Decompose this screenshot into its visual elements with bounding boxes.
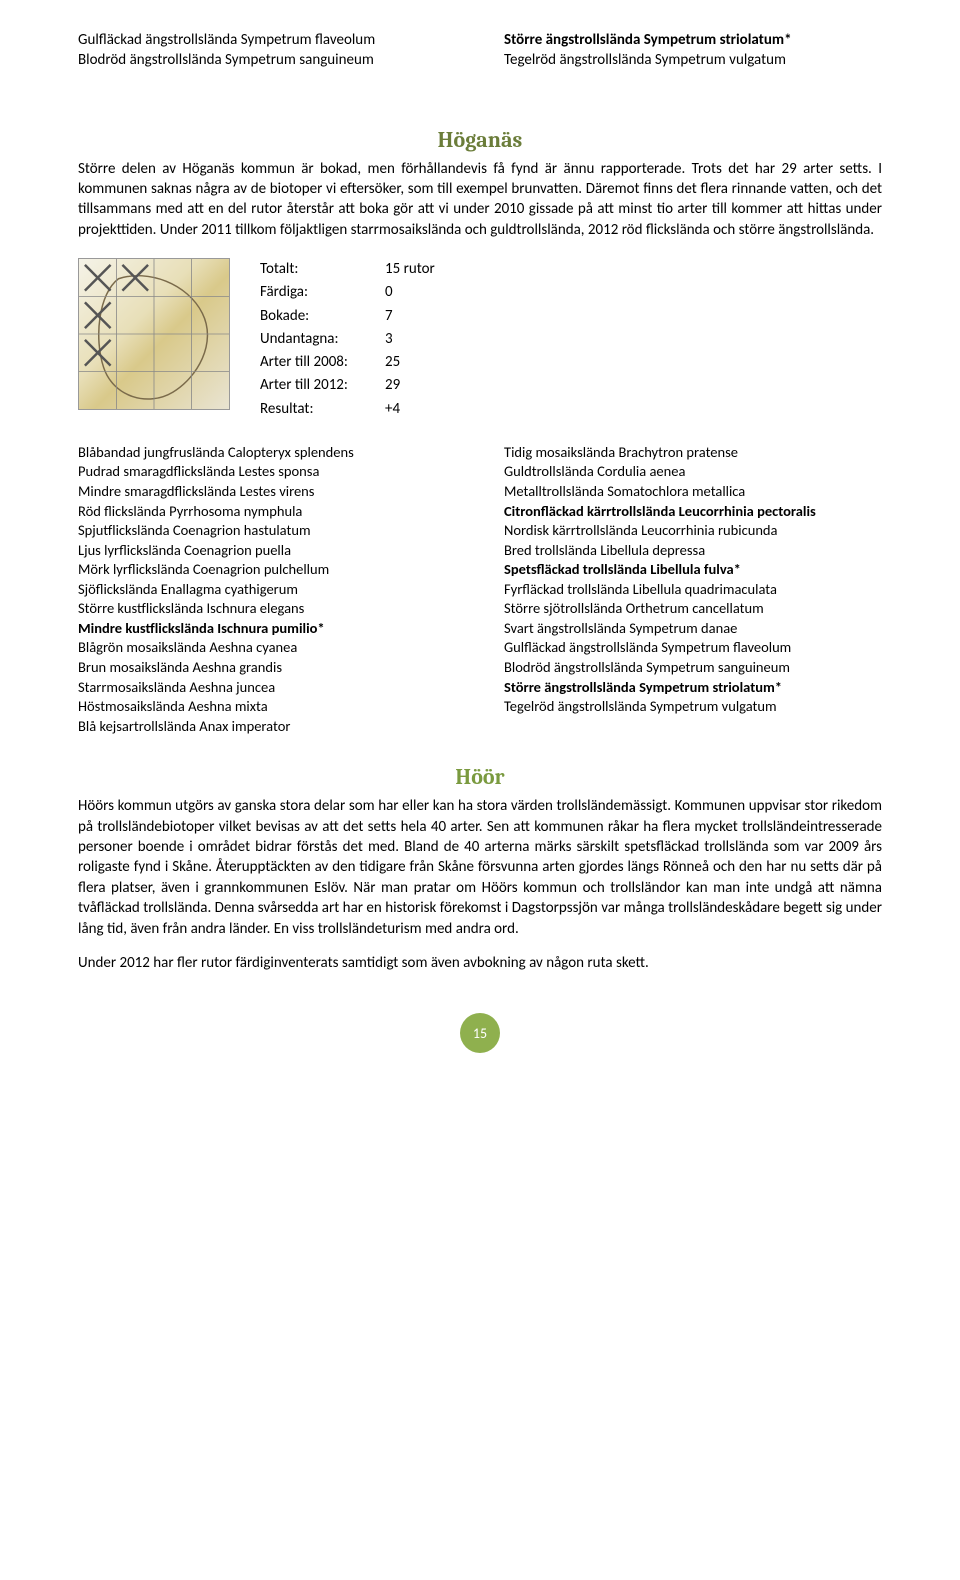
stats-value: 15 rutor — [385, 258, 435, 281]
species-item: Spjutflickslända Coenagrion hastulatum — [78, 521, 456, 541]
species-item: Höstmosaikslända Aeshna mixta — [78, 697, 456, 717]
stats-row-item: Bokade:7 — [260, 305, 435, 328]
species-item: Mindre kustflickslända Ischnura pumilio* — [78, 619, 456, 639]
stats-row-item: Färdiga:0 — [260, 281, 435, 304]
species-item: Blågrön mosaikslända Aeshna cyanea — [78, 638, 456, 658]
stats-value: 25 — [385, 351, 400, 374]
stats-label: Undantagna: — [260, 328, 385, 351]
stats-label: Totalt: — [260, 258, 385, 281]
stats-row-item: Arter till 2008:25 — [260, 351, 435, 374]
species-item: Tegelröd ängstrollslända Sympetrum vulga… — [504, 50, 882, 70]
species-item: Starrmosaikslända Aeshna juncea — [78, 678, 456, 698]
stats-table: Totalt:15 rutorFärdiga:0Bokade:7Undantag… — [260, 258, 435, 421]
species-item: Röd flickslända Pyrrhosoma nymphula — [78, 502, 456, 522]
species-item: Tidig mosaikslända Brachytron pratense — [504, 443, 882, 463]
species-item: Svart ängstrollslända Sympetrum danae — [504, 619, 882, 639]
species-item: Gulfläckad ängstrollslända Sympetrum fla… — [78, 30, 456, 50]
species-left-column: Blåbandad jungfruslända Calopteryx splen… — [78, 443, 456, 736]
page-number-badge: 15 — [460, 1013, 500, 1053]
top-species-lists: Gulfläckad ängstrollslända Sympetrum fla… — [78, 30, 882, 71]
species-item: Spetsfläckad trollslända Libellula fulva… — [504, 560, 882, 580]
top-right-column: Större ängstrollslända Sympetrum striola… — [504, 30, 882, 71]
species-item: Blå kejsartrollslända Anax imperator — [78, 717, 456, 737]
stats-label: Arter till 2008: — [260, 351, 385, 374]
stats-label: Färdiga: — [260, 281, 385, 304]
species-item: Guldtrollslända Cordulia aenea — [504, 462, 882, 482]
stats-row-item: Undantagna:3 — [260, 328, 435, 351]
species-lists: Blåbandad jungfruslända Calopteryx splen… — [78, 443, 882, 736]
stats-value: 7 — [385, 305, 393, 328]
species-item: Mörk lyrflickslända Coenagrion pulchellu… — [78, 560, 456, 580]
hoganas-paragraph: Större delen av Höganäs kommun är bokad,… — [78, 159, 882, 241]
species-item: Blåbandad jungfruslända Calopteryx splen… — [78, 443, 456, 463]
species-item: Pudrad smaragdflickslända Lestes sponsa — [78, 462, 456, 482]
hoor-paragraph-2: Under 2012 har fler rutor färdiginventer… — [78, 953, 882, 973]
stats-value: 0 — [385, 281, 393, 304]
species-item: Gulfläckad ängstrollslända Sympetrum fla… — [504, 638, 882, 658]
stats-label: Bokade: — [260, 305, 385, 328]
stats-value: +4 — [385, 398, 400, 421]
species-item: Större ängstrollslända Sympetrum striola… — [504, 30, 882, 50]
species-item: Större sjötrollslända Orthetrum cancella… — [504, 599, 882, 619]
species-item: Tegelröd ängstrollslända Sympetrum vulga… — [504, 697, 882, 717]
stats-row-item: Resultat:+4 — [260, 398, 435, 421]
species-item: Ljus lyrflickslända Coenagrion puella — [78, 541, 456, 561]
species-item: Metalltrollslända Somatochlora metallica — [504, 482, 882, 502]
species-item: Blodröd ängstrollslända Sympetrum sangui… — [504, 658, 882, 678]
species-item: Citronfläckad kärrtrollslända Leucorrhin… — [504, 502, 882, 522]
species-item: Nordisk kärrtrollslända Leucorrhinia rub… — [504, 521, 882, 541]
stats-value: 29 — [385, 374, 400, 397]
stats-row-item: Totalt:15 rutor — [260, 258, 435, 281]
hoor-heading: Höör — [78, 764, 882, 790]
species-item: Blodröd ängstrollslända Sympetrum sangui… — [78, 50, 456, 70]
stats-row: Totalt:15 rutorFärdiga:0Bokade:7Undantag… — [78, 258, 882, 421]
species-item: Brun mosaikslända Aeshna grandis — [78, 658, 456, 678]
species-item: Sjöflickslända Enallagma cyathigerum — [78, 580, 456, 600]
hoor-paragraph-1: Höörs kommun utgörs av ganska stora dela… — [78, 796, 882, 939]
map-thumbnail — [78, 258, 230, 410]
stats-label: Arter till 2012: — [260, 374, 385, 397]
species-right-column: Tidig mosaikslända Brachytron pratenseGu… — [504, 443, 882, 736]
stats-row-item: Arter till 2012:29 — [260, 374, 435, 397]
species-item: Bred trollslända Libellula depressa — [504, 541, 882, 561]
top-left-column: Gulfläckad ängstrollslända Sympetrum fla… — [78, 30, 456, 71]
stats-label: Resultat: — [260, 398, 385, 421]
species-item: Större ängstrollslända Sympetrum striola… — [504, 678, 882, 698]
species-item: Mindre smaragdflickslända Lestes virens — [78, 482, 456, 502]
species-item: Större kustflickslända Ischnura elegans — [78, 599, 456, 619]
hoganas-heading: Höganäs — [78, 127, 882, 153]
stats-value: 3 — [385, 328, 393, 351]
species-item: Fyrfläckad trollslända Libellula quadrim… — [504, 580, 882, 600]
